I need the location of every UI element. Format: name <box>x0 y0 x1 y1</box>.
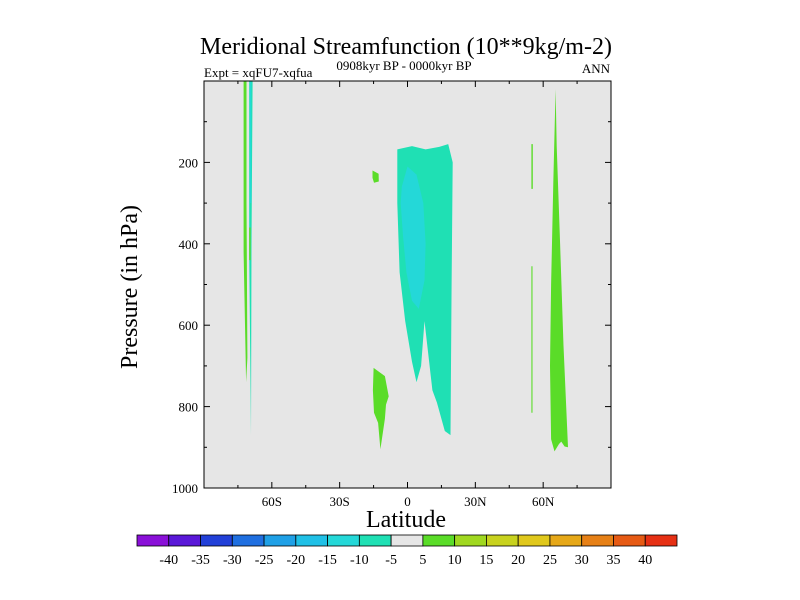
colorbar-swatch <box>200 534 233 547</box>
colorbar-swatch <box>549 534 583 547</box>
colorbar-label: -25 <box>255 553 274 568</box>
colorbar-label: 5 <box>419 553 426 568</box>
contour-region-band-64n <box>550 89 568 452</box>
y-tick-label: 800 <box>179 400 199 415</box>
x-tick-label: 0 <box>404 494 411 509</box>
contour-region-band-68s-neg-core <box>250 81 252 204</box>
colorbar-swatch <box>168 534 201 547</box>
contour-region-blob-55n-lower <box>531 266 533 413</box>
colorbar-label: 20 <box>511 553 525 568</box>
colorbar-label: 10 <box>448 553 462 568</box>
colorbar-label: 35 <box>606 553 620 568</box>
colorbar-swatch <box>295 534 328 547</box>
contour-region-blob-55n-upper <box>531 144 533 189</box>
colorbar-label: 15 <box>479 553 493 568</box>
colorbar-swatch <box>327 534 360 547</box>
colorbar-label: -15 <box>318 553 337 568</box>
colorbar-swatch <box>517 534 551 547</box>
colorbar: -40 -35 -30 -25 -20 -15 -10 -5 5 10 15 20 25 30 35 40 <box>136 534 678 568</box>
colorbar-label: -10 <box>350 553 369 568</box>
x-tick-label: 30N <box>464 494 487 509</box>
contour-region-band-68s-neg <box>249 81 253 436</box>
y-tick-label: 600 <box>179 318 199 333</box>
contour-region-band-68s-pos <box>249 227 251 261</box>
colorbar-swatch <box>644 534 678 547</box>
period-label: 0908kyr BP - 0000kyr BP <box>336 58 471 73</box>
colorbar-swatch <box>454 534 487 547</box>
contour-region-band-70s <box>243 81 248 383</box>
colorbar-swatch <box>486 534 519 547</box>
x-tick-label: 60S <box>262 494 282 509</box>
colorbar-label: -35 <box>191 553 210 568</box>
colorbar-label: 25 <box>543 553 557 568</box>
y-tick-label: 400 <box>179 237 199 252</box>
y-tick-label: 200 <box>179 155 199 170</box>
season-label: ANN <box>582 61 611 76</box>
contour-region-blob-10s-lower <box>372 367 389 450</box>
experiment-label: Expt = xqFU7-xqfua <box>204 65 313 80</box>
contour-region-tropical-cell-inner <box>400 166 426 309</box>
colorbar-swatch <box>613 534 646 547</box>
colorbar-label: -20 <box>286 553 305 568</box>
colorbar-swatch <box>263 534 297 547</box>
colorbar-swatch <box>390 534 424 547</box>
x-tick-label: 60N <box>532 494 555 509</box>
colorbar-swatch <box>358 534 392 547</box>
colorbar-swatch <box>422 534 456 547</box>
colorbar-swatch <box>136 534 170 547</box>
colorbar-label: 40 <box>638 553 652 568</box>
x-tick-label: 30S <box>330 494 350 509</box>
chart-title: Meridional Streamfunction (10**9kg/m-2) <box>200 34 612 60</box>
colorbar-label: -5 <box>385 553 397 568</box>
y-tick-label: 1000 <box>172 481 198 496</box>
colorbar-label: 30 <box>575 553 589 568</box>
contour-region-blob-14s <box>372 170 379 183</box>
colorbar-swatch <box>581 534 614 547</box>
colorbar-swatch <box>231 534 265 547</box>
colorbar-label: -30 <box>223 553 242 568</box>
x-axis-label: Latitude <box>366 507 446 533</box>
colorbar-label: -40 <box>159 553 178 568</box>
y-axis-label: Pressure (in hPa) <box>117 205 143 369</box>
